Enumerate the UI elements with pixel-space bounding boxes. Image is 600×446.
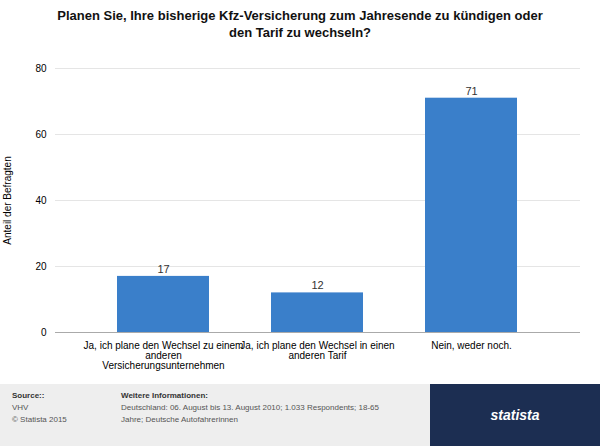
svg-text:12: 12: [311, 279, 323, 291]
svg-text:Anteil der Befragten: Anteil der Befragten: [2, 156, 13, 244]
svg-text:Nein, weder noch.: Nein, weder noch.: [431, 340, 512, 351]
html-text:Planen Sie, Ihre bisherige Kfz: Planen Sie, Ihre bisherige Kfz-Versicher…: [57, 8, 543, 40]
html-text:VHV © Statista 2015: VHV © Statista 2015: [12, 403, 67, 424]
html-text:Source::: Source::: [12, 391, 45, 400]
html-text:Deutschland: 06. August bis 13: Deutschland: 06. August bis 13. August 2…: [121, 403, 379, 424]
html-text:Weitere Informationen:: Weitere Informationen:: [121, 391, 208, 400]
svg-text:0: 0: [41, 327, 47, 338]
svg-text:60: 60: [35, 129, 47, 140]
svg-text:Ja, ich plane den Wechsel zu e: Ja, ich plane den Wechsel zu einemandere…: [84, 340, 244, 371]
svg-text:17: 17: [157, 263, 169, 275]
html-text:statista: statista: [490, 407, 540, 423]
svg-text:20: 20: [35, 261, 47, 272]
svg-text:Ja, ich plane den Wechsel in e: Ja, ich plane den Wechsel in einenandere…: [240, 340, 394, 361]
svg-text:40: 40: [35, 195, 47, 206]
svg-text:80: 80: [35, 63, 47, 74]
svg-text:71: 71: [465, 85, 477, 97]
